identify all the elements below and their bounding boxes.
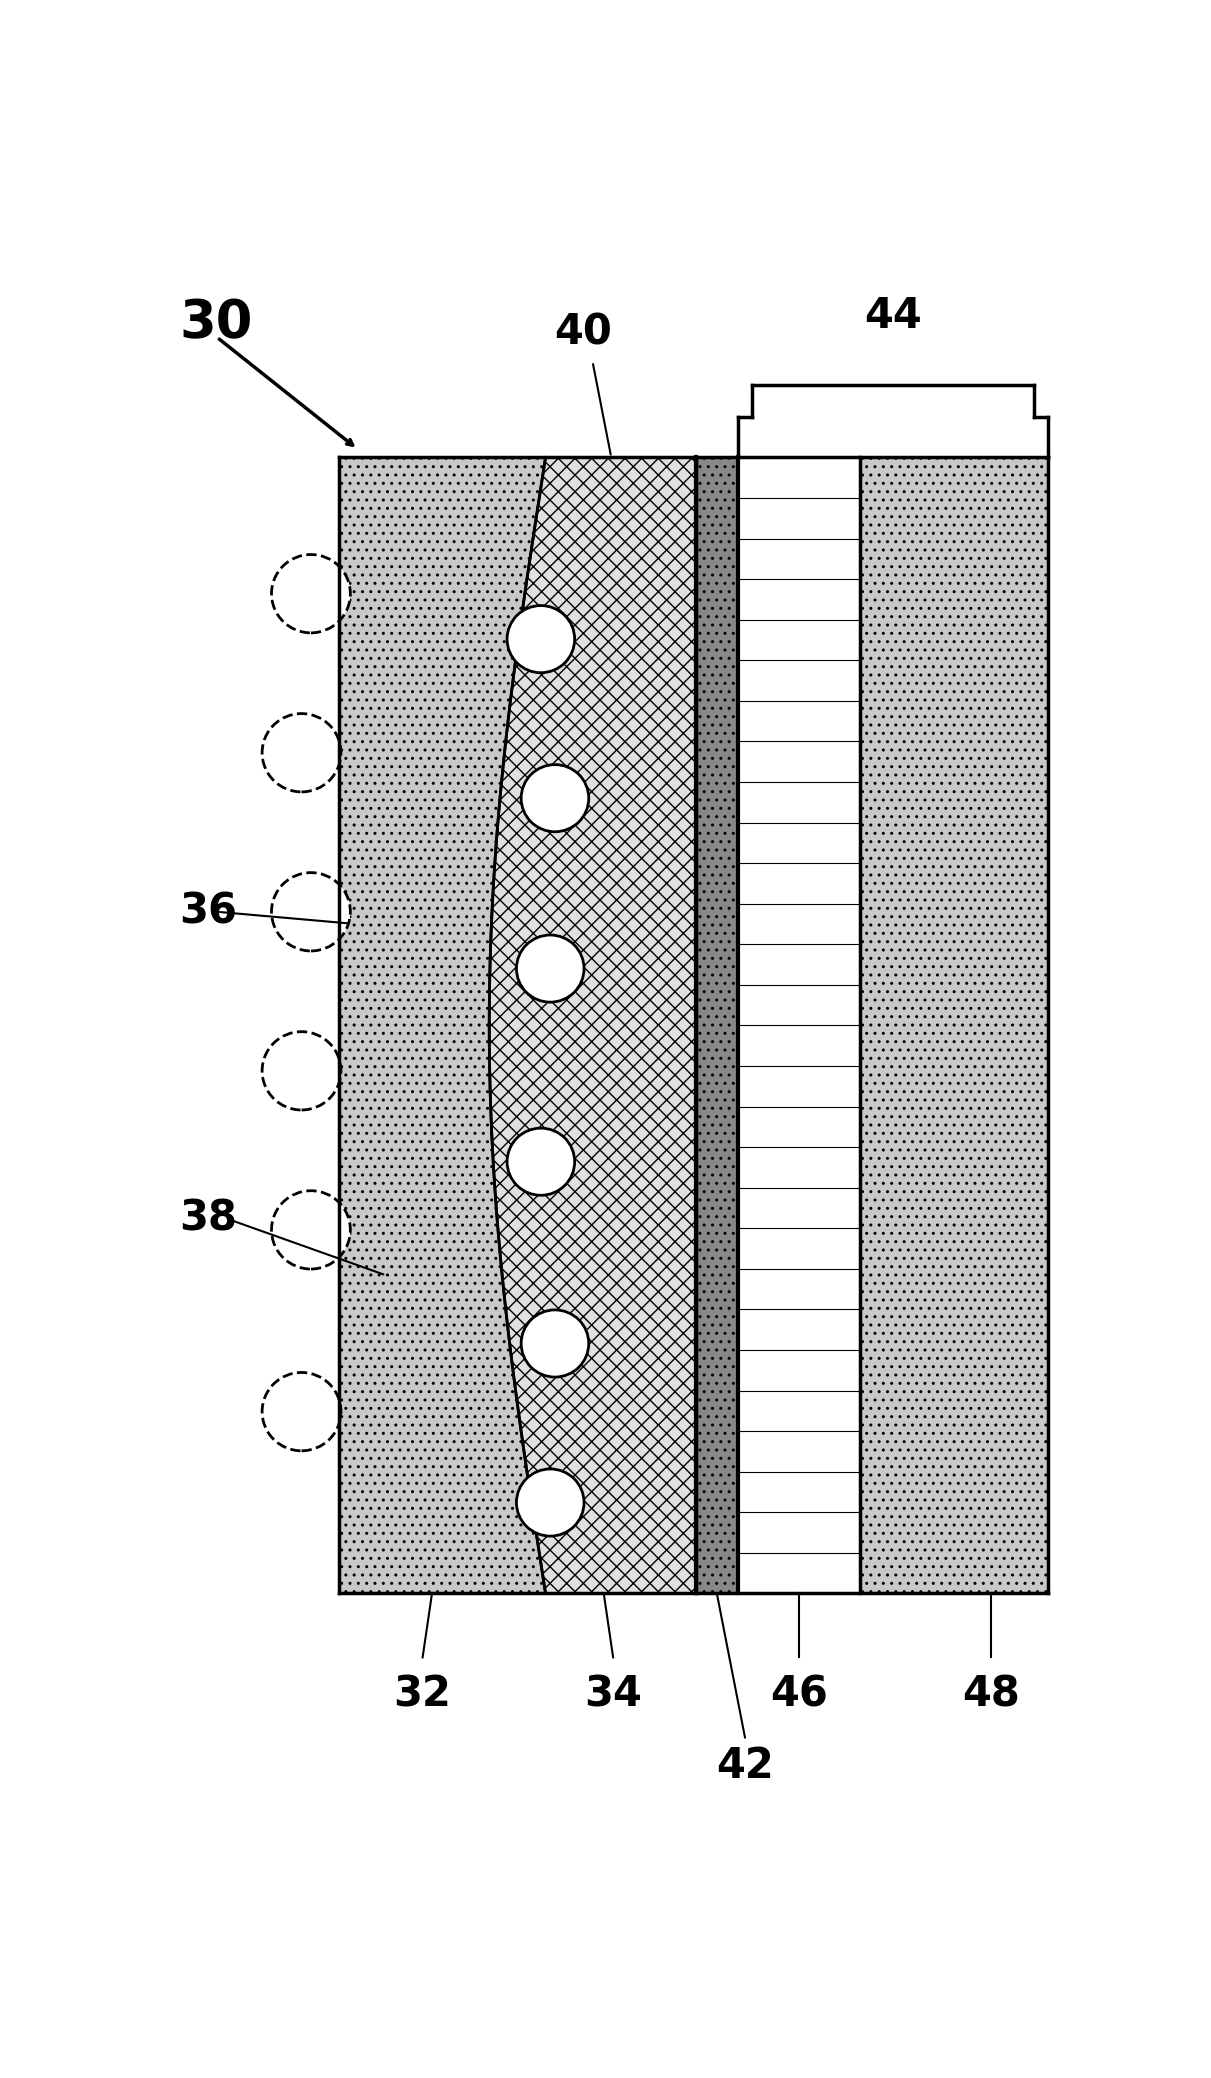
Ellipse shape xyxy=(262,713,342,792)
Text: 36: 36 xyxy=(179,891,237,933)
Ellipse shape xyxy=(507,605,575,673)
Text: 38: 38 xyxy=(179,1197,237,1238)
Bar xyxy=(737,457,860,1594)
Text: 30: 30 xyxy=(179,297,253,349)
Text: 42: 42 xyxy=(716,1746,774,1787)
Text: 40: 40 xyxy=(555,312,612,353)
Bar xyxy=(339,457,545,1594)
Text: 46: 46 xyxy=(770,1673,828,1716)
Ellipse shape xyxy=(262,1031,342,1110)
Ellipse shape xyxy=(521,765,589,831)
Ellipse shape xyxy=(271,555,350,634)
Bar xyxy=(696,457,737,1594)
Ellipse shape xyxy=(516,1469,584,1536)
Text: 32: 32 xyxy=(394,1673,452,1716)
Ellipse shape xyxy=(516,935,584,1002)
Text: 44: 44 xyxy=(863,295,922,337)
Ellipse shape xyxy=(507,1128,575,1195)
Polygon shape xyxy=(489,457,696,1594)
Text: 34: 34 xyxy=(584,1673,642,1716)
Ellipse shape xyxy=(262,1371,342,1450)
Ellipse shape xyxy=(271,1191,350,1270)
Ellipse shape xyxy=(521,1309,589,1378)
Ellipse shape xyxy=(271,873,350,952)
Bar xyxy=(860,457,1048,1594)
Text: 48: 48 xyxy=(963,1673,1021,1716)
